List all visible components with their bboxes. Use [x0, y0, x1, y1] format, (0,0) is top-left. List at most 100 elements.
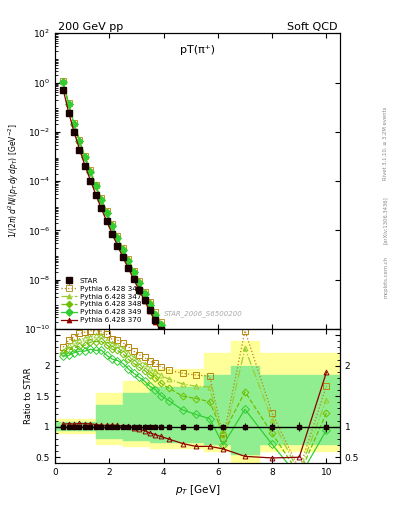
Pythia 6.428 346: [153, 309, 158, 315]
Pythia 6.428 347: [126, 257, 130, 263]
Pythia 6.428 349: [324, 500, 329, 506]
Line: Pythia 6.428 347: Pythia 6.428 347: [61, 79, 329, 501]
Pythia 6.428 346: [324, 494, 329, 500]
Pythia 6.428 347: [88, 168, 93, 174]
Pythia 6.428 370: [324, 493, 329, 499]
Pythia 6.428 348: [104, 209, 109, 215]
Pythia 6.428 347: [66, 100, 71, 106]
Pythia 6.428 370: [115, 242, 120, 248]
Pythia 6.428 346: [167, 333, 171, 339]
Pythia 6.428 347: [72, 120, 76, 126]
Pythia 6.428 370: [83, 162, 87, 168]
Pythia 6.428 346: [270, 456, 274, 462]
Pythia 6.428 348: [126, 257, 130, 263]
Pythia 6.428 370: [180, 364, 185, 370]
Pythia 6.428 346: [99, 195, 103, 201]
Pythia 6.428 346: [148, 299, 152, 305]
Pythia 6.428 346: [77, 137, 82, 143]
Pythia 6.428 348: [148, 301, 152, 307]
Pythia 6.428 346: [94, 182, 98, 188]
Pythia 6.428 348: [99, 196, 103, 202]
Pythia 6.428 346: [72, 120, 76, 126]
Pythia 6.428 370: [72, 129, 76, 135]
Pythia 6.428 348: [66, 101, 71, 107]
Pythia 6.428 346: [126, 256, 130, 262]
Pythia 6.428 347: [208, 393, 212, 399]
Pythia 6.428 347: [270, 457, 274, 463]
Pythia 6.428 347: [158, 320, 163, 326]
Pythia 6.428 370: [66, 109, 71, 115]
Pythia 6.428 370: [167, 343, 171, 349]
Pythia 6.428 349: [83, 154, 87, 160]
Pythia 6.428 348: [194, 376, 198, 382]
Pythia 6.428 349: [88, 169, 93, 175]
Legend: STAR, Pythia 6.428 346, Pythia 6.428 347, Pythia 6.428 348, Pythia 6.428 349, Py: STAR, Pythia 6.428 346, Pythia 6.428 347…: [59, 275, 143, 325]
Pythia 6.428 349: [158, 322, 163, 328]
Pythia 6.428 347: [194, 374, 198, 380]
Pythia 6.428 370: [88, 177, 93, 183]
Pythia 6.428 349: [61, 79, 66, 85]
Pythia 6.428 348: [153, 311, 158, 317]
Pythia 6.428 370: [99, 205, 103, 211]
Pythia 6.428 370: [270, 465, 274, 472]
Pythia 6.428 349: [131, 269, 136, 275]
Pythia 6.428 349: [115, 234, 120, 241]
Pythia 6.428 370: [153, 318, 158, 325]
Line: Pythia 6.428 370: Pythia 6.428 370: [61, 87, 329, 498]
Pythia 6.428 370: [137, 287, 141, 293]
Text: pT(π⁺): pT(π⁺): [180, 45, 215, 55]
Pythia 6.428 349: [99, 197, 103, 203]
Pythia 6.428 348: [242, 431, 247, 437]
Pythia 6.428 346: [158, 319, 163, 326]
X-axis label: $p_T$ [GeV]: $p_T$ [GeV]: [175, 483, 220, 497]
Pythia 6.428 349: [148, 302, 152, 308]
Pythia 6.428 348: [72, 120, 76, 126]
Pythia 6.428 347: [148, 300, 152, 306]
Pythia 6.428 349: [94, 183, 98, 189]
Text: Soft QCD: Soft QCD: [286, 22, 337, 32]
Pythia 6.428 347: [137, 279, 141, 285]
Pythia 6.428 346: [83, 153, 87, 159]
Pythia 6.428 348: [110, 222, 114, 228]
Pythia 6.428 346: [88, 167, 93, 174]
Pythia 6.428 347: [110, 221, 114, 227]
Pythia 6.428 348: [121, 246, 125, 252]
Pythia 6.428 348: [297, 496, 301, 502]
Pythia 6.428 370: [61, 87, 66, 93]
Line: Pythia 6.428 346: Pythia 6.428 346: [61, 78, 329, 500]
Pythia 6.428 348: [324, 497, 329, 503]
Pythia 6.428 348: [88, 168, 93, 175]
Pythia 6.428 349: [137, 281, 141, 287]
Pythia 6.428 348: [167, 335, 171, 341]
Pythia 6.428 348: [77, 138, 82, 144]
Pythia 6.428 348: [131, 268, 136, 274]
Pythia 6.428 349: [297, 498, 301, 504]
Pythia 6.428 349: [110, 223, 114, 229]
Pythia 6.428 370: [94, 191, 98, 198]
Pythia 6.428 348: [83, 154, 87, 160]
Pythia 6.428 347: [77, 137, 82, 143]
Pythia 6.428 347: [324, 496, 329, 502]
Pythia 6.428 349: [242, 433, 247, 439]
Pythia 6.428 349: [208, 397, 212, 403]
Pythia 6.428 347: [99, 196, 103, 202]
Pythia 6.428 347: [83, 153, 87, 159]
Pythia 6.428 370: [77, 146, 82, 152]
Pythia 6.428 346: [131, 267, 136, 273]
Pythia 6.428 347: [153, 310, 158, 316]
Line: Pythia 6.428 349: Pythia 6.428 349: [61, 79, 329, 506]
Pythia 6.428 349: [167, 336, 171, 342]
Pythia 6.428 346: [180, 354, 185, 360]
Pythia 6.428 347: [61, 78, 66, 84]
Pythia 6.428 346: [142, 289, 147, 295]
Pythia 6.428 346: [115, 233, 120, 239]
Pythia 6.428 347: [131, 268, 136, 274]
Pythia 6.428 348: [94, 182, 98, 188]
Pythia 6.428 370: [104, 218, 109, 224]
Pythia 6.428 349: [72, 121, 76, 127]
Pythia 6.428 348: [270, 459, 274, 465]
Pythia 6.428 370: [221, 421, 226, 427]
Pythia 6.428 346: [221, 418, 226, 424]
Pythia 6.428 349: [194, 378, 198, 384]
Pythia 6.428 349: [104, 210, 109, 216]
